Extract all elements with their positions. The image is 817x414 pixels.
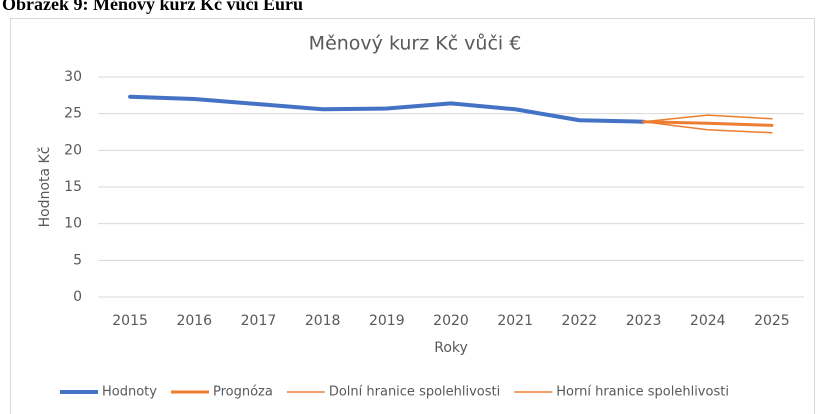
y-axis-label: Hodnota Kč (37, 147, 53, 228)
x-tick-label: 2022 (562, 313, 598, 329)
caption: Obrázek 9: Měnový kurz Kč vůči Euru (2, 0, 303, 14)
x-tick-label: 2020 (433, 313, 469, 329)
legend-label: Prognóza (213, 385, 273, 400)
x-axis-label: Roky (434, 340, 468, 356)
x-tick-label: 2019 (369, 313, 405, 329)
y-tick-label: 30 (64, 69, 82, 85)
y-tick-label: 15 (64, 179, 82, 195)
y-tick-label: 25 (64, 106, 82, 122)
x-tick-label: 2023 (626, 313, 662, 329)
y-tick-label: 20 (64, 142, 82, 158)
legend-label: Dolní hranice spolehlivosti (329, 385, 500, 400)
y-tick-label: 0 (73, 289, 82, 305)
x-tick-label: 2024 (690, 313, 726, 329)
chart-frame (10, 18, 815, 414)
x-tick-label: 2016 (176, 313, 212, 329)
x-tick-label: 2025 (754, 313, 790, 329)
y-tick-label: 5 (73, 252, 82, 268)
x-tick-label: 2017 (241, 313, 277, 329)
y-tick-label: 10 (64, 216, 82, 232)
x-tick-label: 2018 (305, 313, 341, 329)
legend-label: Horní hranice spolehlivosti (556, 385, 729, 400)
series-line (642, 120, 774, 127)
series-line (128, 94, 646, 124)
x-tick-label: 2021 (497, 313, 533, 329)
series-line (642, 120, 773, 134)
series-line (642, 114, 773, 123)
x-tick-label: 2015 (112, 313, 148, 329)
legend-label: Hodnoty (102, 385, 157, 400)
chart-title: Měnový kurz Kč vůči € (309, 33, 522, 55)
